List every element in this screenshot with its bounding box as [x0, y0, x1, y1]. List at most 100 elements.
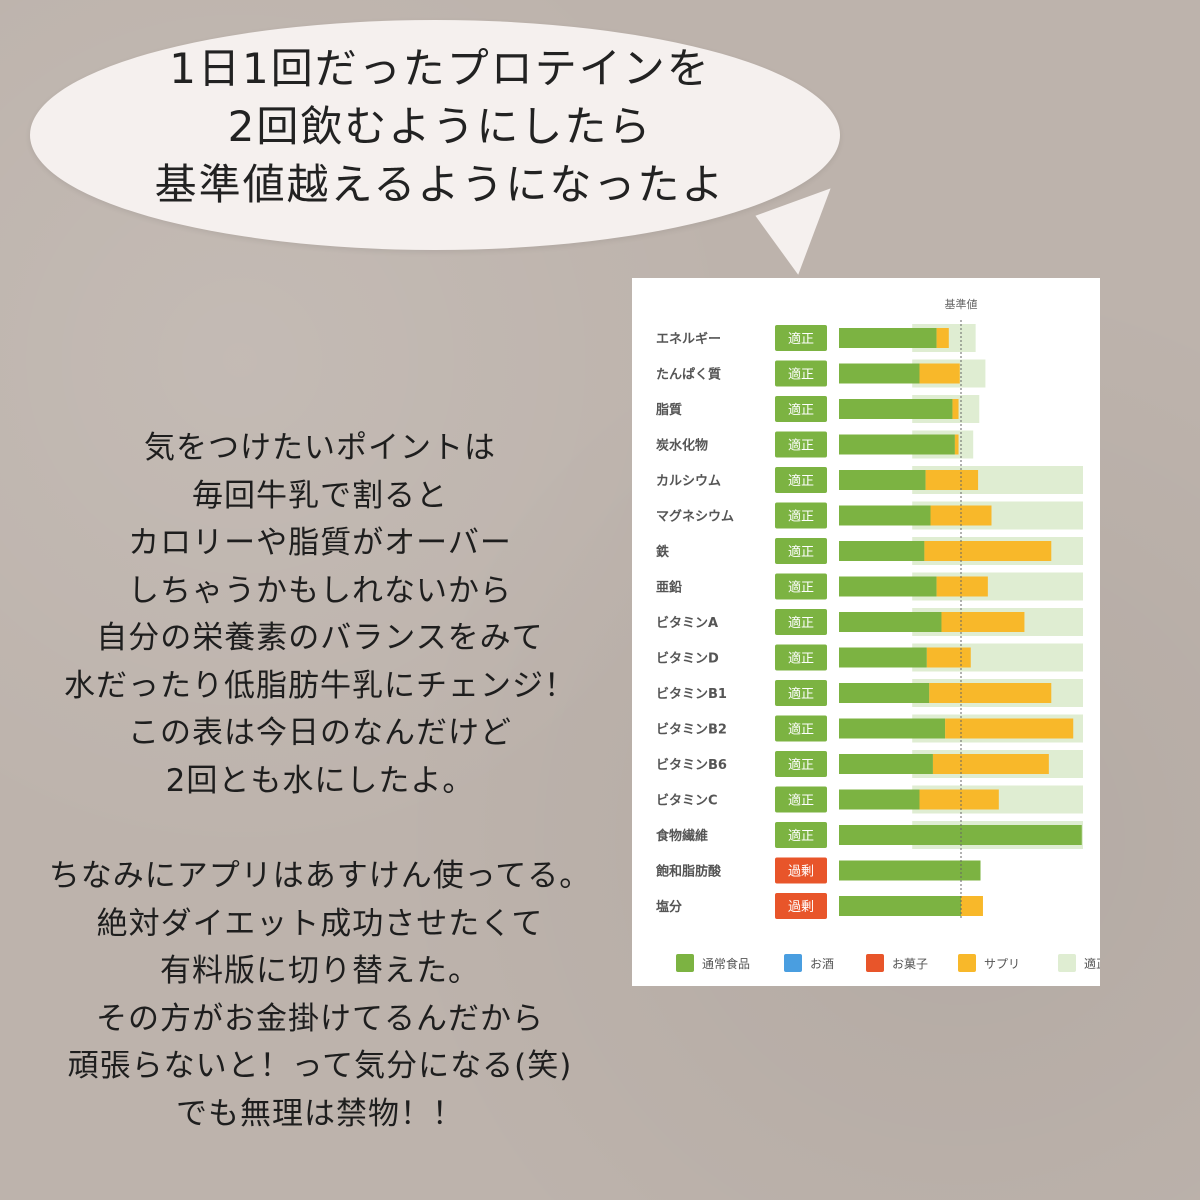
status-badge	[775, 360, 827, 387]
body-line: ちなみにアプリはあすけん使ってる。	[48, 858, 592, 894]
status-label: 適正	[788, 509, 814, 525]
bubble-line: 1日1回だったプロテインを	[169, 44, 711, 93]
legend-label: 通常食品	[702, 956, 750, 971]
bar-supplement	[919, 363, 960, 384]
body-line: その方がお金掛けてるんだから	[96, 1000, 544, 1037]
status-label: 適正	[788, 367, 814, 383]
speech-bubble	[30, 20, 840, 250]
status-badge	[775, 680, 827, 706]
status-badge	[775, 715, 827, 742]
category-label: エネルギー	[656, 331, 721, 347]
status-label: 過剰	[788, 900, 814, 915]
status-label: 適正	[788, 615, 814, 631]
body-line: 頑張らないと！って気分になる(笑)	[67, 1048, 573, 1084]
legend-swatch	[866, 954, 884, 972]
bubble-line: 基準値越えるようになったよ	[154, 160, 726, 209]
status-label: 適正	[788, 438, 814, 454]
category-label: ビタミンA	[656, 615, 718, 631]
bubble-line: 2回飲むようにしたら	[227, 102, 653, 151]
status-badge	[775, 325, 827, 351]
legend-swatch	[676, 954, 694, 972]
status-badge	[775, 431, 827, 458]
bar-supplement	[925, 470, 979, 490]
speech-bubble-text: 1日1回だったプロテインを 2回飲むようにしたら 基準値越えるようになったよ	[60, 40, 820, 214]
category-label: マグネシウム	[656, 509, 734, 525]
bar-supplement	[945, 718, 1074, 739]
status-badge	[775, 573, 827, 600]
status-badge	[775, 502, 827, 529]
body-line: カロリーや脂質がオーバー	[128, 525, 512, 561]
bar-normal-food	[839, 612, 942, 632]
legend-label: お菓子	[892, 957, 928, 971]
nutrition-chart: 基準値摂取量エネルギー適正1381kcalたんぱく質適正92.9g脂質適正48.…	[655, 297, 1173, 972]
bar-normal-food	[839, 718, 946, 739]
status-badge	[775, 467, 827, 493]
paragraph-gap	[0, 805, 640, 853]
bar-normal-food	[839, 825, 1082, 845]
category-label: 食物繊維	[656, 828, 708, 844]
body-line: 有料版に切り替えた。	[160, 953, 480, 989]
bar-normal-food	[839, 363, 920, 384]
status-label: 適正	[788, 544, 814, 560]
header-standard: 基準値	[945, 297, 978, 311]
status-label: 適正	[788, 331, 814, 347]
bar-supplement	[954, 434, 959, 455]
status-badge	[775, 644, 827, 671]
category-label: たんぱく質	[656, 367, 721, 383]
bar-supplement	[936, 576, 988, 597]
bar-normal-food	[839, 789, 920, 810]
category-label: 脂質	[655, 402, 682, 418]
legend-label: お酒	[810, 957, 834, 971]
status-label: 適正	[788, 757, 814, 773]
status-badge	[775, 857, 827, 884]
category-label: ビタミンC	[656, 793, 718, 809]
bar-supplement	[932, 754, 1049, 774]
bar-supplement	[930, 505, 992, 526]
status-label: 適正	[788, 651, 814, 667]
nutrition-chart-card: 基準値摂取量エネルギー適正1381kcalたんぱく質適正92.9g脂質適正48.…	[632, 278, 1173, 986]
bar-supplement	[952, 399, 959, 419]
status-badge	[775, 822, 827, 848]
status-label: 適正	[788, 793, 814, 809]
category-label: ビタミンB1	[656, 686, 727, 702]
legend-label: 適正ゾーン	[1084, 956, 1100, 971]
body-line: しちゃうかもしれないから	[128, 572, 512, 609]
category-label: ビタミンD	[656, 651, 719, 667]
bar-normal-food	[839, 505, 931, 526]
bar-supplement	[926, 647, 971, 668]
bar-supplement	[961, 896, 983, 916]
category-label: ビタミンB2	[656, 722, 727, 738]
body-line: この表は今日のなんだけど	[128, 715, 512, 751]
status-badge	[775, 538, 827, 564]
legend-swatch	[784, 954, 802, 972]
body-line: 絶対ダイエット成功させたくて	[96, 905, 544, 942]
category-label: 炭水化物	[656, 438, 708, 454]
status-label: 適正	[788, 473, 814, 489]
legend-label: サプリ	[984, 957, 1020, 971]
body-line: 自分の栄養素のバランスをみて	[96, 620, 544, 656]
bar-normal-food	[839, 647, 927, 668]
category-label: 鉄	[656, 544, 669, 560]
body-line: 毎回牛乳で割ると	[192, 477, 448, 514]
status-label: 適正	[788, 402, 814, 418]
body-line: 2回とも水にしたよ。	[165, 762, 475, 799]
body-line: 気をつけたいポイントは	[144, 430, 496, 466]
bar-normal-food	[839, 754, 933, 774]
bar-supplement	[929, 683, 1052, 703]
status-badge	[775, 893, 827, 919]
bar-normal-food	[839, 434, 955, 455]
status-badge	[775, 396, 827, 422]
status-label: 適正	[788, 580, 814, 596]
bar-normal-food	[839, 399, 953, 419]
status-label: 過剰	[788, 865, 814, 880]
status-label: 適正	[788, 686, 814, 702]
status-badge	[775, 609, 827, 635]
category-label: 亜鉛	[656, 580, 682, 596]
body-line: 水だったり低脂肪牛乳にチェンジ！	[64, 667, 576, 704]
bar-supplement	[936, 328, 949, 348]
bar-normal-food	[839, 896, 961, 916]
body-line: でも無理は禁物！！	[176, 1095, 464, 1132]
status-label: 適正	[788, 722, 814, 738]
bar-supplement	[919, 789, 999, 810]
bar-normal-food	[839, 541, 925, 561]
